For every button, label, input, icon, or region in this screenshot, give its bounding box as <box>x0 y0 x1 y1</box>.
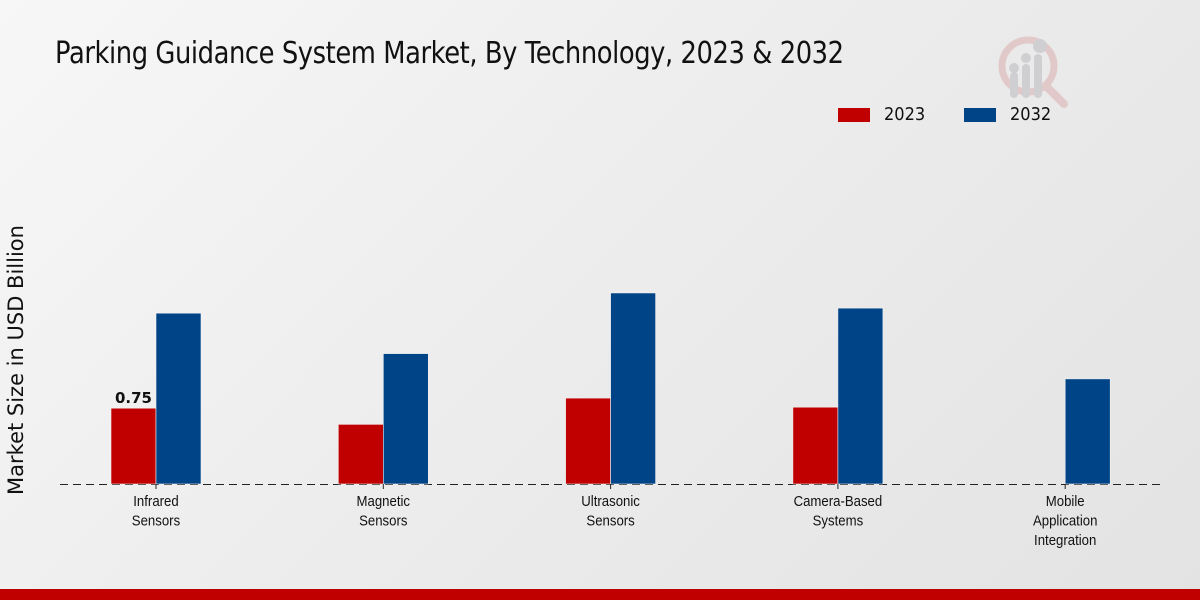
legend-swatch-2023 <box>838 107 870 122</box>
x-tick-label: Infrared Sensors <box>132 492 180 528</box>
bar-2023-1[interactable] <box>337 424 384 485</box>
data-label: 0.75 <box>115 389 152 407</box>
bar-2032-0[interactable] <box>155 312 202 485</box>
legend-swatch-2032 <box>963 107 996 122</box>
bar-2032-4[interactable] <box>1064 378 1111 485</box>
chart-title: Parking Guidance System Market, By Techn… <box>55 36 844 71</box>
x-tick-label: Magnetic Sensors <box>357 492 411 528</box>
chart-legend: 2023 2032 <box>838 104 1090 125</box>
x-tick-label: Mobile Application Integration <box>1033 492 1097 548</box>
bar-2032-3[interactable] <box>837 307 884 485</box>
footer-bar <box>0 589 1200 600</box>
legend-item-2032[interactable]: 2032 <box>963 104 1056 125</box>
bar-2032-1[interactable] <box>382 353 429 485</box>
bar-2023-0[interactable] <box>110 407 157 485</box>
bar-2023-3[interactable] <box>792 406 839 485</box>
legend-label: 2023 <box>884 104 926 125</box>
bar-2023-2[interactable] <box>565 397 611 485</box>
x-tick-label: Ultrasonic Sensors <box>581 492 640 528</box>
x-tick-label: Camera-Based Systems <box>794 492 883 528</box>
legend-item-2023[interactable]: 2023 <box>838 104 930 125</box>
legend-label: 2032 <box>1009 104 1052 125</box>
bar-2032-2[interactable] <box>610 292 656 485</box>
brand-logo-icon <box>998 36 1068 108</box>
